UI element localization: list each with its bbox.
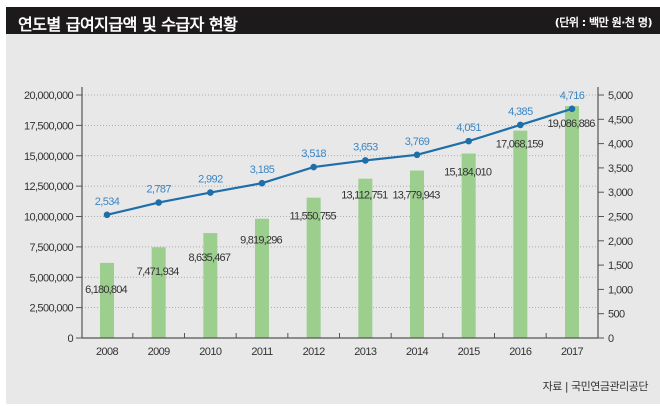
bar-2010 [203, 233, 218, 338]
line-value-label: 4,051 [456, 122, 481, 134]
x-axis-tick-label: 2009 [148, 346, 171, 358]
bar-value-label: 15,184,010 [444, 167, 492, 179]
left-axis-tick-label: 10,000,000 [24, 212, 74, 224]
line-value-label: 3,653 [353, 141, 378, 153]
line-value-label: 3,518 [301, 148, 326, 160]
left-axis-tick-label: 0 [67, 333, 73, 345]
right-axis-tick-label: 3,500 [608, 163, 633, 175]
left-axis-tick-label: 7,500,000 [29, 242, 73, 254]
x-axis-tick-label: 2013 [354, 346, 377, 358]
chart-title: 연도별 급여지급액 및 수급자 현황 [18, 15, 238, 34]
line-point-2008 [103, 211, 111, 219]
line-value-label: 2,787 [146, 184, 171, 196]
left-axis-tick-label: 15,000,000 [24, 151, 74, 163]
line-point-2016 [517, 121, 524, 129]
left-axis-tick-label: 20,000,000 [24, 90, 74, 102]
bar-value-label: 6,180,804 [85, 284, 127, 296]
data-labels: 6,180,804 7,471,934 8,635,467 9,819,296 11,5… [85, 90, 596, 296]
x-axis-tick-label: 2012 [303, 346, 326, 358]
gridlines [82, 94, 598, 309]
bar-value-label: 7,471,934 [137, 266, 179, 278]
right-axis-tick-label: 3,000 [608, 187, 633, 199]
line-point-2010 [207, 189, 214, 196]
bar-value-label: 13,779,943 [392, 190, 440, 202]
x-axis-tick-label: 2016 [509, 346, 532, 358]
x-axis-tick-label: 2015 [458, 346, 481, 358]
right-axis-tick-label: 1,500 [608, 260, 633, 272]
bar-2014 [410, 170, 424, 338]
bar-2015 [461, 153, 476, 338]
bars [100, 106, 579, 339]
line-point-2013 [362, 157, 369, 164]
line-path [106, 107, 573, 216]
line-value-label: 4,385 [508, 106, 533, 118]
bar-2017 [565, 106, 579, 339]
axes: 0 2,500,000 5,000,000 7,500,000 10,000,000 12… [24, 87, 634, 358]
bar-2013 [358, 178, 373, 338]
right-axis-tick-label: 2,500 [608, 212, 633, 224]
x-axis-tick-label: 2010 [199, 346, 222, 358]
line-value-label: 2,992 [198, 174, 223, 186]
left-axis-tick-label: 2,500,000 [29, 303, 73, 315]
right-axis-tick-label: 5,000 [608, 90, 633, 102]
chart-panel [6, 34, 660, 404]
unit-label: (단위 : 백만 원·천 명) [554, 16, 653, 29]
bar-2011 [255, 218, 269, 338]
bar-2016 [513, 130, 528, 338]
x-axis-tick-label: 2011 [251, 346, 273, 358]
line-point-2014 [413, 151, 421, 159]
x-axis-tick-label: 2014 [406, 346, 429, 358]
line-point-2015 [465, 137, 472, 145]
left-axis-tick-label: 17,500,000 [24, 120, 74, 132]
right-axis-tick-label: 4,500 [608, 114, 633, 126]
line-point-2017 [568, 105, 576, 113]
line-value-label: 2,534 [95, 196, 120, 208]
right-axis-tick-label: 1,000 [608, 284, 633, 296]
bar-value-label: 13,112,751 [341, 190, 388, 202]
bar-2009 [151, 247, 166, 338]
x-axis-tick-label: 2008 [96, 346, 119, 358]
bar-value-label: 11,550,755 [290, 211, 337, 223]
right-axis-tick-label: 500 [608, 309, 625, 321]
left-axis-tick-label: 12,500,000 [24, 181, 74, 193]
x-axis-tick-label: 2017 [561, 346, 584, 358]
line-point-2009 [155, 199, 162, 206]
line-value-label: 3,769 [405, 136, 430, 148]
right-axis-tick-label: 0 [608, 333, 614, 345]
line-value-label: 3,185 [250, 164, 275, 176]
source-note: 자료 | 국민연금관리공단 [542, 380, 649, 393]
bar-2008 [100, 262, 114, 338]
line-value-label: 4,716 [560, 90, 585, 102]
bar-value-label: 19,086,886 [547, 118, 595, 130]
line-series [103, 105, 576, 219]
left-axis-tick-label: 5,000,000 [29, 272, 73, 284]
line-point-2011 [258, 179, 266, 187]
right-axis-tick-label: 2,000 [608, 236, 633, 248]
chart-header: 연도별 급여지급액 및 수급자 현황 (단위 : 백만 원·천 명) [6, 7, 660, 34]
line-point-2012 [310, 163, 317, 171]
bar-value-label: 17,068,159 [496, 139, 544, 151]
bar-value-label: 9,819,296 [240, 235, 282, 247]
bar-value-label: 8,635,467 [188, 252, 230, 264]
bar-2012 [306, 197, 321, 338]
right-axis-tick-label: 4,000 [608, 139, 633, 151]
